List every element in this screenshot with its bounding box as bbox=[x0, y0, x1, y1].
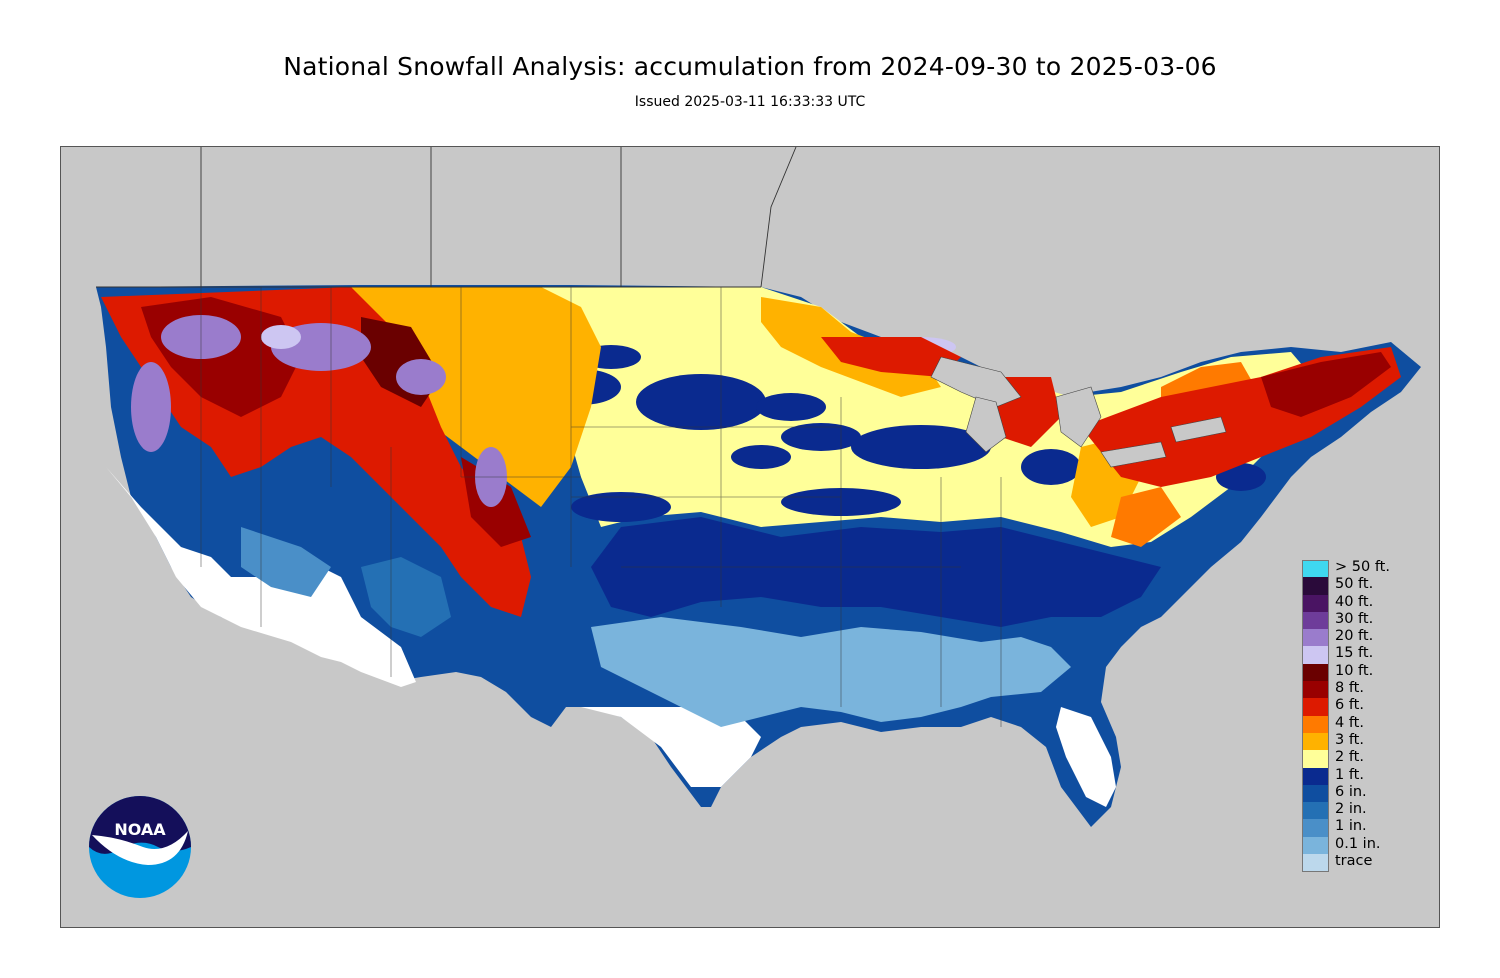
legend-item: 2 in. bbox=[1302, 801, 1412, 820]
legend-label: 15 ft. bbox=[1335, 645, 1374, 662]
legend-item: 6 ft. bbox=[1302, 697, 1412, 716]
legend-swatch bbox=[1302, 750, 1329, 768]
legend-label: 0.1 in. bbox=[1335, 835, 1381, 852]
legend-swatch bbox=[1302, 698, 1329, 716]
legend-item: 15 ft. bbox=[1302, 645, 1412, 664]
legend-item: 0.1 in. bbox=[1302, 835, 1412, 855]
high-elevation-snow bbox=[131, 315, 1251, 507]
legend-swatch bbox=[1302, 594, 1329, 612]
legend-swatch bbox=[1302, 577, 1329, 595]
great-lakes bbox=[930, 356, 1227, 468]
snowfall-map-canvas bbox=[96, 147, 1421, 827]
legend-swatch bbox=[1302, 646, 1329, 664]
legend-item: 6 in. bbox=[1302, 783, 1412, 803]
legend-item: 50 ft. bbox=[1302, 576, 1412, 595]
legend-item: 30 ft. bbox=[1302, 610, 1412, 630]
legend-swatch bbox=[1302, 629, 1329, 647]
legend-item: 40 ft. bbox=[1302, 593, 1412, 612]
map-title: National Snowfall Analysis: accumulation… bbox=[283, 52, 1217, 81]
legend-item: 8 ft. bbox=[1302, 680, 1412, 699]
plains-blue-patches bbox=[541, 345, 1266, 522]
legend-item: 2 ft. bbox=[1302, 749, 1412, 768]
legend-label: 1 ft. bbox=[1335, 766, 1364, 783]
snowfall-map[interactable] bbox=[60, 146, 1440, 928]
legend-item: 20 ft. bbox=[1302, 628, 1412, 647]
legend-label: 10 ft. bbox=[1335, 662, 1374, 679]
legend-item: 10 ft. bbox=[1302, 662, 1412, 682]
legend-item: 1 in. bbox=[1302, 818, 1412, 837]
legend-label: 4 ft. bbox=[1335, 714, 1364, 731]
legend-label: 40 ft. bbox=[1335, 593, 1374, 610]
legend-label: trace bbox=[1335, 853, 1373, 870]
legend-label: 6 in. bbox=[1335, 783, 1367, 800]
legend-swatch bbox=[1302, 732, 1329, 751]
legend-item: trace bbox=[1302, 853, 1412, 872]
one-foot-band bbox=[591, 517, 1161, 627]
issued-timestamp: Issued 2025-03-11 16:33:33 UTC bbox=[634, 94, 866, 110]
state-boundaries bbox=[200, 287, 1002, 727]
legend-label: 2 in. bbox=[1335, 801, 1367, 818]
legend-swatch bbox=[1302, 715, 1329, 733]
noaa-logo-text: NOAA bbox=[114, 820, 166, 839]
legend-swatch bbox=[1302, 767, 1329, 785]
legend-item: > 50 ft. bbox=[1302, 559, 1412, 578]
legend-swatch bbox=[1302, 854, 1329, 872]
noaa-logo-icon: NOAA bbox=[88, 795, 192, 899]
snowfall-legend: > 50 ft. 50 ft. 40 ft. 30 ft. 20 ft. 15 ft. 10… bbox=[1302, 559, 1412, 872]
legend-label: 20 ft. bbox=[1335, 628, 1374, 645]
legend-label: 6 ft. bbox=[1335, 697, 1364, 714]
legend-swatch bbox=[1302, 802, 1329, 820]
legend-item: 3 ft. bbox=[1302, 731, 1412, 751]
legend-label: 30 ft. bbox=[1335, 610, 1374, 627]
legend-label: 2 ft. bbox=[1335, 749, 1364, 766]
legend-swatch bbox=[1302, 560, 1329, 578]
legend-label: 8 ft. bbox=[1335, 680, 1364, 697]
legend-label: 3 ft. bbox=[1335, 731, 1364, 748]
legend-label: 50 ft. bbox=[1335, 576, 1374, 593]
legend-item: 1 ft. bbox=[1302, 766, 1412, 785]
legend-swatch bbox=[1302, 611, 1329, 630]
light-snow-south bbox=[241, 527, 1071, 727]
legend-swatch bbox=[1302, 784, 1329, 803]
legend-swatch bbox=[1302, 681, 1329, 699]
legend-item: 4 ft. bbox=[1302, 714, 1412, 733]
legend-swatch bbox=[1302, 663, 1329, 682]
legend-swatch bbox=[1302, 819, 1329, 837]
legend-label: 1 in. bbox=[1335, 818, 1367, 835]
country-borders bbox=[96, 147, 797, 288]
legend-label: > 50 ft. bbox=[1335, 559, 1390, 575]
legend-swatch bbox=[1302, 836, 1329, 855]
